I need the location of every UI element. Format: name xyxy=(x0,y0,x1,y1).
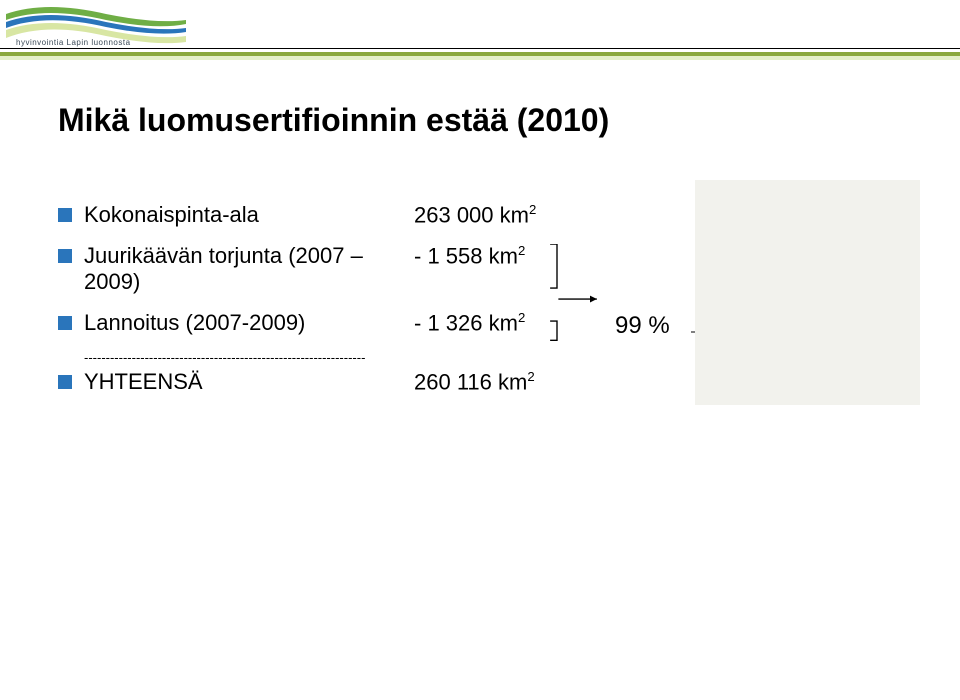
list-item: Kokonaispinta-ala 263 000 km2 xyxy=(58,202,658,229)
list-item-total: YHTEENSÄ 260 116 km2 xyxy=(58,369,658,396)
chart-background xyxy=(695,180,920,405)
logo: hyvinvointia Lapin luonnosta xyxy=(6,4,186,50)
item-value: - 1 558 km2 xyxy=(414,243,525,270)
bullet-icon xyxy=(58,249,72,263)
slide-title: Mikä luomusertifioinnin estää (2010) xyxy=(58,102,609,139)
item-value: - 1 326 km2 xyxy=(414,310,525,337)
item-value: 263 000 km2 xyxy=(414,202,536,229)
item-value: 260 116 km2 xyxy=(414,369,535,396)
item-label: Juurikäävän torjunta (2007 – 2009) xyxy=(84,243,414,296)
header-accent-bars xyxy=(0,52,960,60)
logo-tagline: hyvinvointia Lapin luonnosta xyxy=(16,38,131,47)
item-label: Lannoitus (2007-2009) xyxy=(84,310,414,336)
slide-header: hyvinvointia Lapin luonnosta xyxy=(0,0,960,54)
bullet-icon xyxy=(58,316,72,330)
bullet-icon xyxy=(58,208,72,222)
big-percentage: 99 % xyxy=(615,312,670,340)
donut-chart xyxy=(685,170,930,415)
item-label: YHTEENSÄ xyxy=(84,369,414,395)
item-label: Kokonaispinta-ala xyxy=(84,202,414,228)
bullet-icon xyxy=(58,375,72,389)
header-rule xyxy=(0,48,960,49)
